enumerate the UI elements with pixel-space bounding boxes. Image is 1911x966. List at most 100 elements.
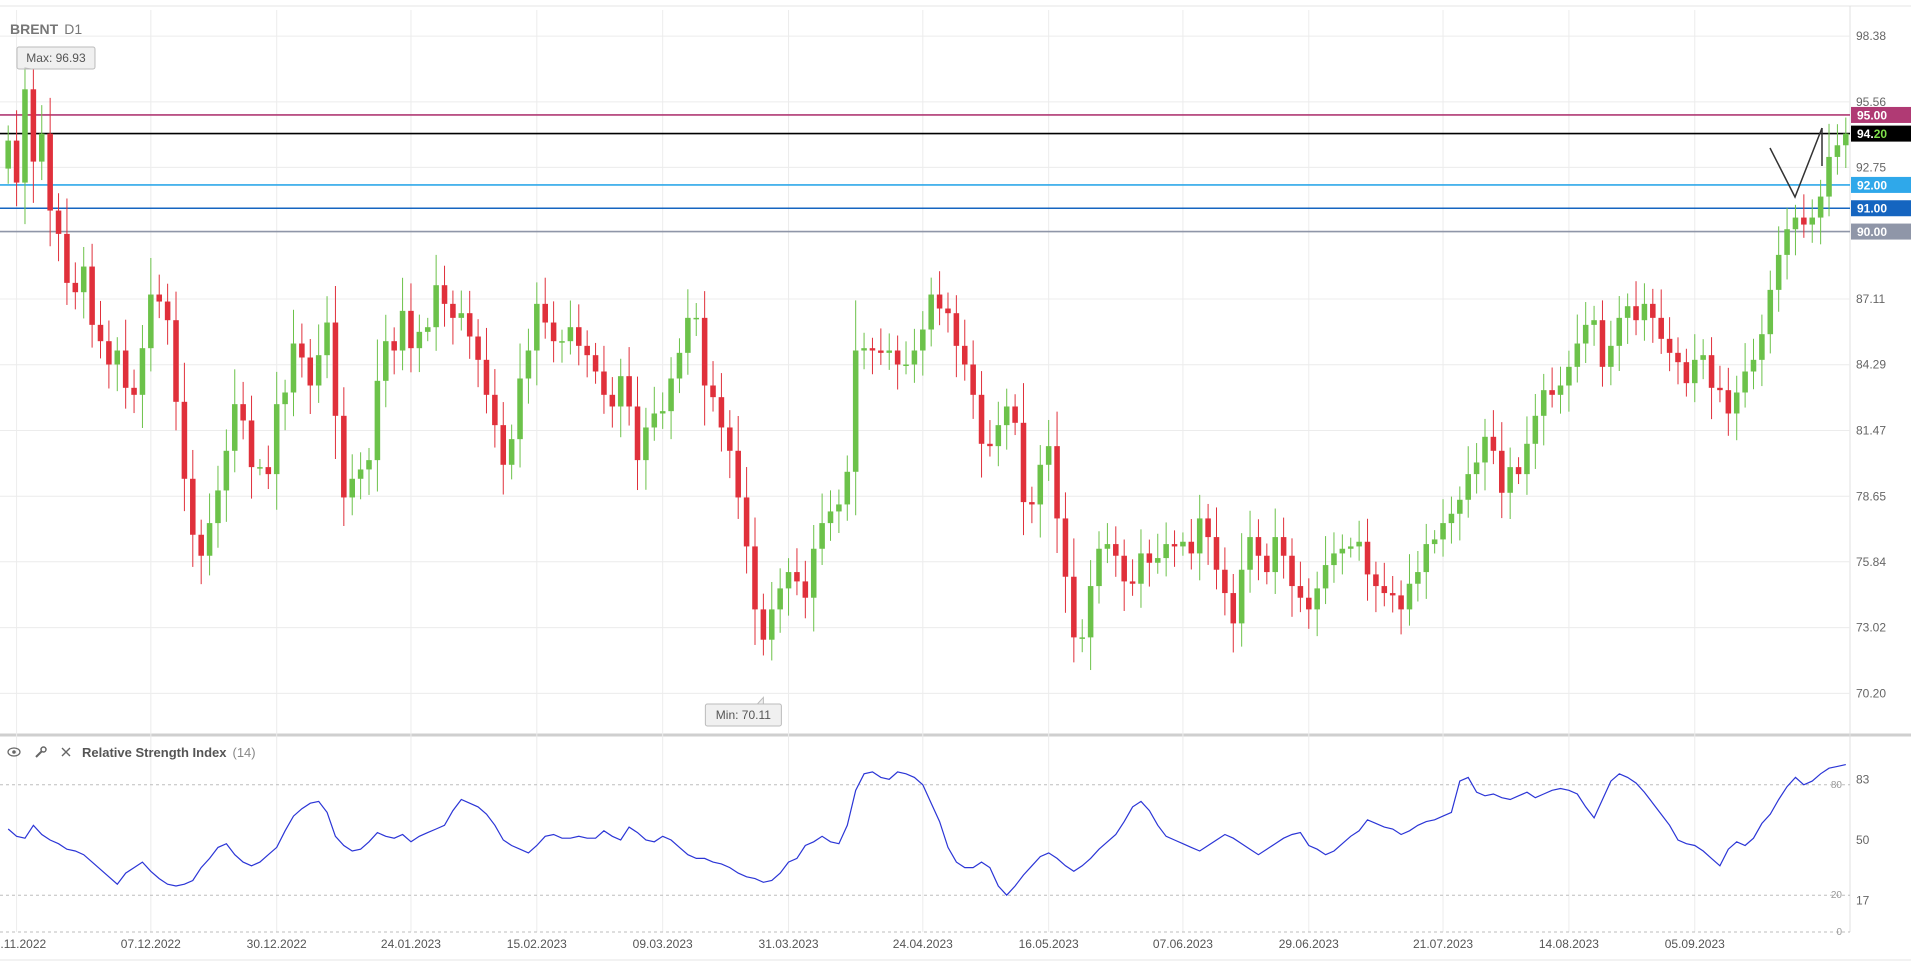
candle xyxy=(1801,194,1807,238)
candle xyxy=(592,342,599,384)
date-tick-label: 07.06.2023 xyxy=(1153,937,1213,951)
level-label-bg xyxy=(1851,200,1911,217)
timeframe-label: D1 xyxy=(64,21,83,37)
candle-body xyxy=(777,588,783,610)
projection-arrow-line[interactable] xyxy=(1769,127,1823,199)
level-label-text: 92.00 xyxy=(1857,178,1887,192)
candle xyxy=(1381,562,1388,607)
candle-body xyxy=(315,355,322,386)
candle-body xyxy=(1247,537,1253,570)
projection-drawing[interactable] xyxy=(1769,127,1823,199)
candle-body xyxy=(1524,443,1530,475)
candle-body xyxy=(1767,289,1774,335)
close-icon[interactable] xyxy=(56,742,76,762)
candle-body xyxy=(810,548,817,598)
candle-body xyxy=(978,394,985,444)
candle-body xyxy=(1062,518,1069,577)
candle-body xyxy=(1490,436,1497,451)
candle-body xyxy=(550,322,557,342)
candle xyxy=(827,490,834,541)
candle-body xyxy=(1641,303,1648,321)
candle xyxy=(1557,366,1564,414)
horizontal-levels[interactable] xyxy=(0,114,1850,233)
rsi-guide-label: 20 xyxy=(1831,890,1843,901)
candle xyxy=(542,277,548,339)
candle xyxy=(752,517,758,645)
date-tick-label: 21.07.2023 xyxy=(1413,937,1473,951)
candle-body xyxy=(768,609,775,640)
candle xyxy=(609,377,616,428)
candle xyxy=(584,330,590,378)
candle xyxy=(206,493,213,576)
candle xyxy=(1322,536,1329,605)
candle-body xyxy=(1591,320,1597,325)
candle xyxy=(190,449,196,567)
candle-body xyxy=(1129,581,1136,584)
candle-body xyxy=(324,322,330,356)
candle-body xyxy=(609,394,616,407)
candle xyxy=(1196,494,1203,581)
eye-icon[interactable] xyxy=(4,742,24,762)
candle-body xyxy=(1280,537,1287,556)
candle xyxy=(148,257,154,372)
candle xyxy=(1129,559,1136,596)
candle xyxy=(617,358,624,438)
level-label-bg xyxy=(1851,223,1911,240)
candle xyxy=(802,560,809,619)
candle xyxy=(995,401,1002,467)
date-tick-label: 05.09.2023 xyxy=(1665,937,1725,951)
candle xyxy=(257,458,263,476)
candle xyxy=(1843,117,1849,169)
candle xyxy=(106,320,112,389)
candle xyxy=(634,376,641,491)
candle-body xyxy=(72,282,79,293)
date-tick-label: 16.05.2023 xyxy=(1019,937,1079,951)
candle-body xyxy=(911,350,918,365)
candle-body xyxy=(1650,303,1656,318)
candle xyxy=(1809,199,1816,243)
candle xyxy=(1331,532,1337,583)
candle-body xyxy=(1272,537,1278,573)
candle-body xyxy=(424,327,431,332)
candle-body xyxy=(240,404,246,421)
candle xyxy=(1347,537,1354,558)
candle-body xyxy=(399,310,406,351)
candle xyxy=(64,198,70,305)
candle-body xyxy=(148,294,154,349)
candle xyxy=(601,345,607,414)
candle-body xyxy=(231,404,238,451)
candle-body xyxy=(164,301,171,321)
candle-body xyxy=(1339,548,1346,554)
candle xyxy=(760,593,767,656)
candle xyxy=(282,379,288,431)
candle-body xyxy=(953,313,960,346)
candle xyxy=(878,328,884,365)
wrench-icon[interactable] xyxy=(30,742,50,762)
candle-body xyxy=(1138,553,1144,584)
candle xyxy=(852,300,859,516)
candle-body xyxy=(534,303,540,351)
candle-body xyxy=(752,546,758,610)
candle xyxy=(441,265,448,327)
candle xyxy=(1423,523,1430,599)
level-label: 90.00 xyxy=(1851,223,1911,240)
candle xyxy=(1054,411,1060,553)
candle-body xyxy=(1515,467,1522,475)
candle xyxy=(1582,302,1589,364)
candle-body xyxy=(928,294,934,330)
candle-body xyxy=(1834,145,1841,157)
candle xyxy=(466,290,473,359)
candle-body xyxy=(1196,518,1203,554)
candle-body xyxy=(961,345,968,365)
candle xyxy=(1096,531,1102,604)
candle xyxy=(1658,289,1664,354)
candle xyxy=(970,340,976,419)
candle-body xyxy=(1071,576,1077,638)
date-tick-label: 15.11.2022 xyxy=(0,937,46,951)
candle-body xyxy=(483,359,490,395)
candle xyxy=(1247,510,1253,593)
level-label-text: 90.00 xyxy=(1857,225,1887,239)
candle xyxy=(559,329,565,363)
